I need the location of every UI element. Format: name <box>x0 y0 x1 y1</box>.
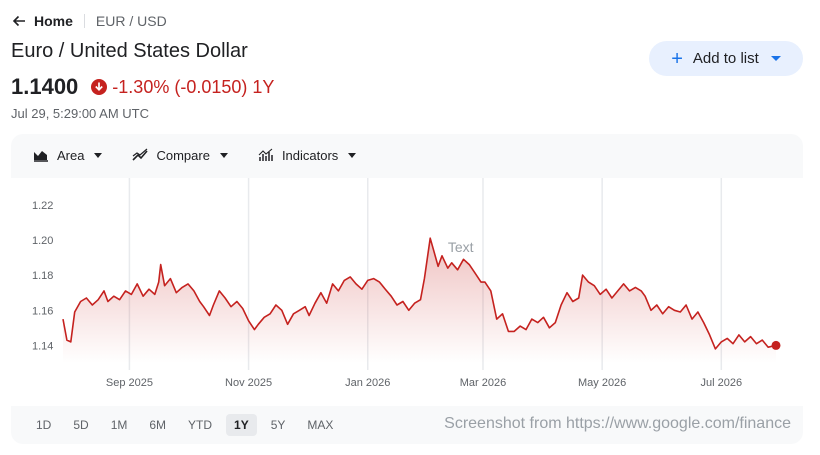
range-1y[interactable]: 1Y <box>226 414 257 436</box>
range-1d[interactable]: 1D <box>36 418 52 432</box>
x-tick-label: Nov 2025 <box>225 377 272 389</box>
indicators-button[interactable]: Indicators <box>258 147 357 163</box>
page-title: Euro / United States Dollar <box>11 40 248 62</box>
price-change: -1.30% (-0.0150) 1Y <box>112 76 275 97</box>
indicators-label: Indicators <box>281 147 339 163</box>
range-max[interactable]: MAX <box>307 418 334 432</box>
compare-button[interactable]: Compare <box>132 147 228 163</box>
range-5y[interactable]: 5Y <box>270 418 286 432</box>
breadcrumb: Home EUR / USD <box>12 10 167 32</box>
indicators-icon <box>258 148 273 161</box>
chart-annotation: Text <box>448 239 474 255</box>
arrow-left-icon <box>12 15 25 27</box>
price-chart[interactable]: Sep 2025 Nov 2025 Jan 2026 Mar 2026 May 2026… <box>11 178 803 406</box>
area-type-button[interactable]: Area <box>33 147 103 163</box>
range-5d[interactable]: 5D <box>73 418 89 432</box>
chevron-down-icon <box>770 56 781 61</box>
arrow-down-circle-icon <box>91 79 108 95</box>
chart-toolbar: Area Compare Indicators <box>11 134 803 176</box>
y-tick-label: 1.20 <box>32 235 53 247</box>
chevron-down-icon <box>94 152 103 158</box>
current-price: 1.1400 <box>11 74 79 99</box>
timestamp: Jul 29, 5:29:00 AM UTC <box>11 106 150 121</box>
y-tick-label: 1.16 <box>32 305 53 317</box>
chart-card: Area Compare Indicators <box>11 134 803 444</box>
chart-area[interactable]: Sep 2025 Nov 2025 Jan 2026 Mar 2026 May 2026… <box>11 178 803 406</box>
x-tick-label: Sep 2025 <box>106 377 153 389</box>
y-tick-label: 1.22 <box>32 200 53 212</box>
chevron-down-icon <box>348 152 357 158</box>
breadcrumb-current: EUR / USD <box>95 13 167 29</box>
range-ytd[interactable]: YTD <box>188 418 213 432</box>
compare-label: Compare <box>156 147 210 163</box>
range-1m[interactable]: 1M <box>110 418 128 432</box>
compare-icon <box>132 148 149 161</box>
price-row: 1.1400 -1.30% (-0.0150) 1Y <box>11 74 274 100</box>
add-to-list-label: Add to list <box>692 50 759 67</box>
home-label: Home <box>34 13 73 29</box>
home-link[interactable]: Home <box>12 13 73 29</box>
range-selector: 1D 5D 1M 6M YTD 1Y 5Y MAX <box>11 406 803 444</box>
breadcrumb-divider <box>83 14 85 28</box>
watermark: Screenshot from https://www.google.com/f… <box>444 415 791 432</box>
add-to-list-button[interactable]: + Add to list <box>649 41 803 76</box>
current-price-marker <box>771 340 781 350</box>
x-tick-label: Mar 2026 <box>460 377 506 389</box>
x-tick-label: Jan 2026 <box>345 377 390 389</box>
area-type-label: Area <box>57 147 85 163</box>
y-tick-label: 1.14 <box>32 340 53 352</box>
x-tick-label: Jul 2026 <box>701 377 743 389</box>
y-tick-label: 1.18 <box>32 270 53 282</box>
x-tick-label: May 2026 <box>578 377 626 389</box>
chevron-down-icon <box>219 152 228 158</box>
area-chart-icon <box>34 151 48 162</box>
price-line <box>62 237 777 350</box>
range-6m[interactable]: 6M <box>149 418 167 432</box>
plus-icon: + <box>671 47 683 70</box>
